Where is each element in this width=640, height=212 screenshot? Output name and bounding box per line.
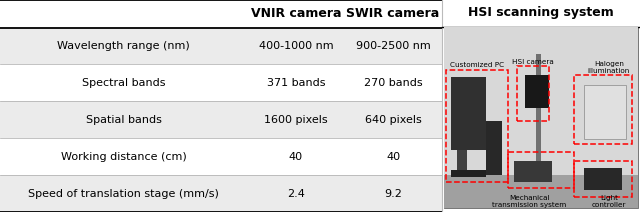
Bar [0,28,442,64]
Text: Customized PC: Customized PC [449,62,504,68]
Bar [444,175,638,208]
Text: SWIR camera: SWIR camera [346,7,440,20]
Text: 1600 pixels: 1600 pixels [264,115,328,125]
Bar [444,26,638,175]
Bar [513,161,552,182]
Text: Mechanical
transmission system: Mechanical transmission system [492,195,566,208]
Text: 270 bands: 270 bands [364,78,422,88]
Text: 40: 40 [289,152,303,162]
Bar [518,66,548,121]
Text: 40: 40 [386,152,400,162]
Bar [0,64,442,101]
Text: 2.4: 2.4 [287,188,305,199]
Bar [0,138,442,175]
Bar [457,150,467,175]
Text: Working distance (cm): Working distance (cm) [61,152,186,162]
Bar [486,121,502,175]
Text: HSI scanning system: HSI scanning system [468,6,614,19]
Text: Wavelength range (nm): Wavelength range (nm) [57,41,190,51]
Text: 371 bands: 371 bands [267,78,325,88]
Bar [0,101,442,138]
Bar [451,77,486,150]
Bar [536,54,541,181]
Bar [525,75,548,108]
Bar [444,26,638,208]
Text: VNIR camera: VNIR camera [251,7,341,20]
Bar [574,161,632,197]
Bar [451,170,486,177]
Text: Speed of translation stage (mm/s): Speed of translation stage (mm/s) [28,188,219,199]
Bar [574,75,632,144]
Text: Spatial bands: Spatial bands [86,115,161,125]
Bar [0,175,442,212]
Text: 640 pixels: 640 pixels [365,115,421,125]
Bar [0,0,442,28]
Bar [508,152,574,188]
Text: Light
controller: Light controller [591,195,626,208]
Text: 9.2: 9.2 [384,188,402,199]
Bar [584,85,627,139]
Bar [584,168,623,190]
Text: Spectral bands: Spectral bands [82,78,165,88]
Text: Halogen
illumination: Halogen illumination [588,61,630,74]
Text: HSI camera: HSI camera [512,59,554,65]
Bar [445,70,508,182]
Text: 400-1000 nm: 400-1000 nm [259,41,333,51]
Text: 900-2500 nm: 900-2500 nm [356,41,430,51]
